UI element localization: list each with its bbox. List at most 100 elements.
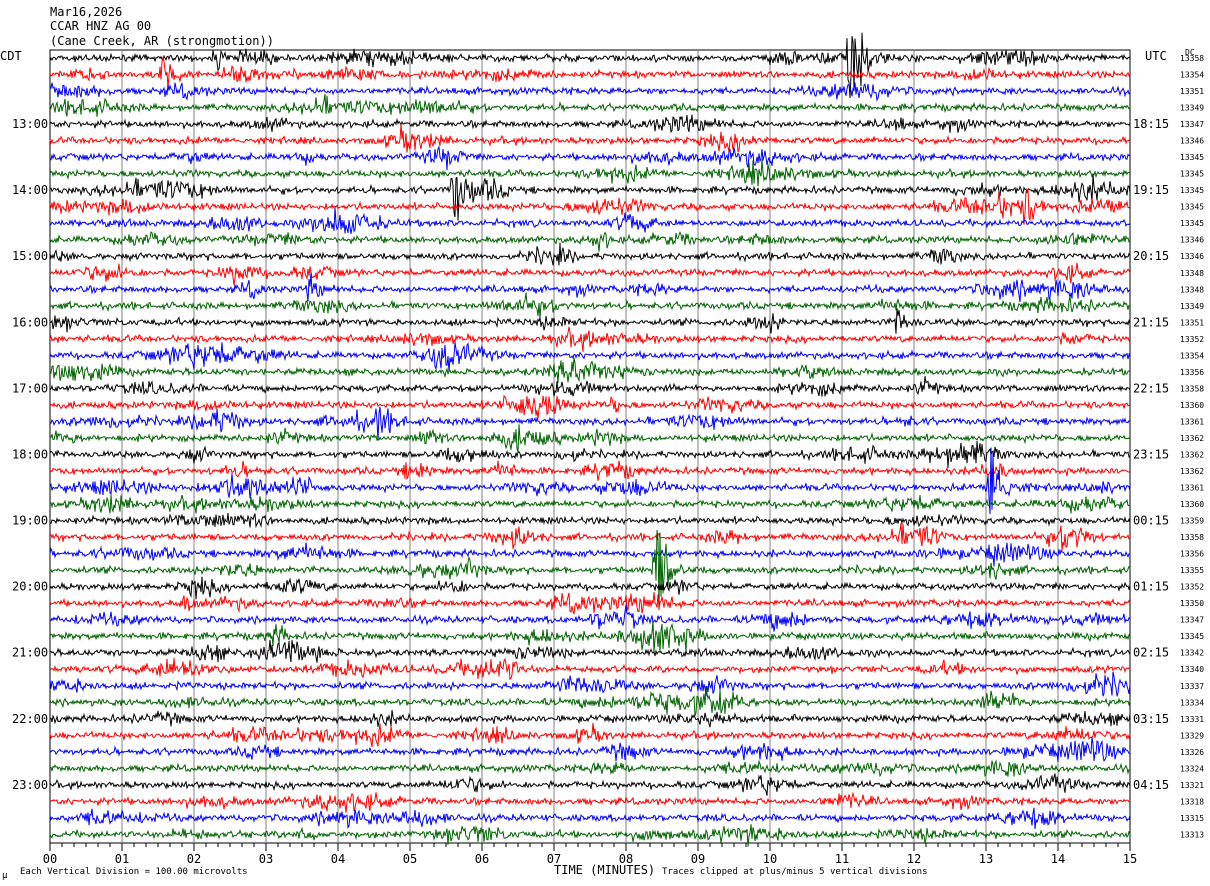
dc-offset-label: 13346 bbox=[1180, 137, 1204, 146]
utc-hour-label: 03:15 bbox=[1133, 712, 1169, 726]
seismic-trace bbox=[49, 262, 1131, 286]
dc-offset-label: 13359 bbox=[1180, 517, 1204, 526]
cdt-hour-label: 22:00 bbox=[12, 712, 48, 726]
dc-offset-label: 13315 bbox=[1180, 814, 1204, 823]
station-channel: CCAR HNZ AG 00 bbox=[50, 19, 152, 33]
dc-offset-label: 13334 bbox=[1180, 698, 1204, 707]
left-timezone-label: CDT bbox=[0, 49, 22, 63]
seismic-trace bbox=[49, 736, 1131, 762]
dc-offset-label: 13345 bbox=[1180, 203, 1204, 212]
dc-offset-label: 13337 bbox=[1180, 682, 1204, 691]
dc-offset-label: 13362 bbox=[1180, 467, 1204, 476]
dc-offset-label: 13358 bbox=[1180, 384, 1204, 393]
seismic-trace bbox=[49, 639, 1131, 663]
x-tick-label: 11 bbox=[835, 852, 849, 866]
x-tick-label: 15 bbox=[1123, 852, 1137, 866]
seismic-trace bbox=[49, 791, 1131, 813]
cdt-hour-label: 23:00 bbox=[12, 778, 48, 792]
seismic-trace bbox=[49, 759, 1131, 778]
x-tick-label: 01 bbox=[115, 852, 129, 866]
utc-hour-label: 00:15 bbox=[1133, 514, 1169, 528]
seismic-trace bbox=[49, 671, 1131, 697]
seismic-trace bbox=[49, 460, 1131, 481]
seismic-trace bbox=[49, 512, 1131, 529]
dc-offset-label: 13362 bbox=[1180, 450, 1204, 459]
cdt-hour-label: 16:00 bbox=[12, 315, 48, 329]
seismic-trace bbox=[49, 326, 1131, 353]
x-tick-label: 03 bbox=[259, 852, 273, 866]
seismic-trace bbox=[49, 56, 1131, 88]
seismic-trace bbox=[49, 576, 1131, 600]
dc-offset-label: 13345 bbox=[1180, 153, 1204, 162]
seismic-trace bbox=[49, 530, 1131, 611]
x-tick-label: 06 bbox=[475, 852, 489, 866]
cdt-hour-label: 13:00 bbox=[12, 117, 48, 131]
dc-offset-label: 13356 bbox=[1180, 368, 1204, 377]
right-timezone-label: UTC bbox=[1145, 49, 1167, 63]
dc-offset-label: 13351 bbox=[1180, 87, 1204, 96]
seismic-trace bbox=[49, 620, 1131, 653]
cdt-hour-label: 15:00 bbox=[12, 249, 48, 263]
dc-offset-label: 13347 bbox=[1180, 120, 1204, 129]
dc-offset-label: 13342 bbox=[1180, 649, 1204, 658]
cdt-hour-label: 18:00 bbox=[12, 447, 48, 461]
seismic-trace bbox=[50, 494, 1131, 514]
dc-offset-header: DC bbox=[1185, 48, 1195, 57]
seismic-trace bbox=[49, 657, 1131, 681]
dc-offset-label: 13349 bbox=[1180, 302, 1204, 311]
dc-offset-label: 13347 bbox=[1180, 616, 1204, 625]
dc-offset-label: 13354 bbox=[1180, 71, 1204, 80]
cdt-hour-label: 14:00 bbox=[12, 183, 48, 197]
utc-hour-label: 01:15 bbox=[1133, 580, 1169, 594]
dc-offset-label: 13354 bbox=[1180, 351, 1204, 360]
x-tick-label: 09 bbox=[691, 852, 705, 866]
dc-offset-label: 13321 bbox=[1180, 781, 1204, 790]
dc-offset-label: 13358 bbox=[1180, 533, 1204, 542]
seismic-trace bbox=[49, 230, 1131, 252]
seismic-trace bbox=[50, 406, 1131, 441]
seismic-trace bbox=[49, 440, 1131, 468]
dc-offset-label: 13361 bbox=[1180, 417, 1204, 426]
utc-hour-label: 21:15 bbox=[1133, 315, 1169, 329]
x-tick-label: 02 bbox=[187, 852, 201, 866]
utc-hour-label: 18:15 bbox=[1133, 117, 1169, 131]
utc-hour-label: 04:15 bbox=[1133, 778, 1169, 792]
x-axis-title: TIME (MINUTES) bbox=[554, 863, 656, 877]
utc-hour-label: 19:15 bbox=[1133, 183, 1169, 197]
seismic-trace bbox=[49, 292, 1130, 319]
seismic-trace bbox=[49, 773, 1131, 796]
seismic-trace bbox=[49, 709, 1131, 728]
dc-offset-label: 13360 bbox=[1180, 500, 1204, 509]
seismic-trace bbox=[49, 424, 1131, 453]
dc-offset-label: 13348 bbox=[1180, 285, 1204, 294]
x-tick-label: 12 bbox=[907, 852, 921, 866]
seismic-trace bbox=[49, 394, 1131, 419]
x-tick-label: 07 bbox=[547, 852, 561, 866]
dc-offset-label: 13351 bbox=[1180, 318, 1204, 327]
seismic-trace bbox=[49, 272, 1131, 303]
dc-offset-label: 13352 bbox=[1180, 335, 1204, 344]
seismic-trace bbox=[49, 308, 1131, 334]
dc-offset-label: 13349 bbox=[1180, 104, 1204, 113]
chart-date: Mar16,2026 bbox=[50, 5, 123, 19]
seismic-trace bbox=[49, 523, 1131, 551]
dc-offset-label: 13348 bbox=[1180, 269, 1204, 278]
seismic-trace bbox=[49, 542, 1131, 567]
dc-offset-label: 13360 bbox=[1180, 401, 1204, 410]
cdt-hour-label: 19:00 bbox=[12, 514, 48, 528]
seismic-trace bbox=[49, 82, 1131, 102]
scale-note: Each Vertical Division = 100.00 microvol… bbox=[20, 867, 248, 877]
utc-hour-label: 20:15 bbox=[1133, 249, 1169, 263]
seismic-trace bbox=[49, 824, 1131, 847]
seismic-trace bbox=[49, 376, 1131, 397]
utc-hour-label: 02:15 bbox=[1133, 646, 1169, 660]
dc-offset-label: 13355 bbox=[1180, 566, 1204, 575]
dc-offset-label: 13345 bbox=[1180, 219, 1204, 228]
station-location: (Cane Creek, AR (strongmotion)) bbox=[50, 34, 274, 48]
x-tick-label: 04 bbox=[331, 852, 345, 866]
utc-hour-label: 22:15 bbox=[1133, 381, 1169, 395]
dc-offset-label: 13345 bbox=[1180, 632, 1204, 641]
seismic-trace bbox=[49, 807, 1131, 830]
seismic-trace bbox=[49, 93, 1131, 117]
